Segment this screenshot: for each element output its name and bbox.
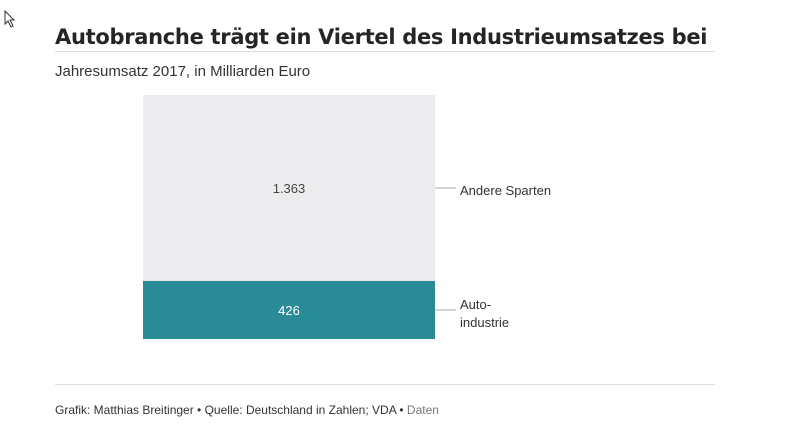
source: Quelle: Deutschland in Zahlen; VDA <box>204 403 397 417</box>
data-label-auto-industrie: 426 <box>278 303 300 318</box>
bar-segment-andere-sparten <box>143 95 435 281</box>
series-label-andere-sparten: Andere Sparten <box>460 183 551 198</box>
separator: • <box>193 403 205 417</box>
chart-title: Autobranche trägt ein Viertel des Indust… <box>55 25 708 49</box>
chart-subtitle: Jahresumsatz 2017, in Milliarden Euro <box>55 63 311 80</box>
mouse-cursor-icon <box>4 10 16 28</box>
footer-divider <box>55 384 715 385</box>
series-label-auto-industrie: industrie <box>460 315 509 330</box>
bar-segment-auto-industrie <box>143 280 435 339</box>
credit: Grafik: Matthias Breitinger <box>55 403 194 417</box>
footer: Grafik: Matthias Breitinger • Quelle: De… <box>55 403 439 417</box>
series-label-auto-industrie: Auto- <box>460 297 491 312</box>
data-link[interactable]: Daten <box>406 403 439 417</box>
separator: • <box>396 403 407 417</box>
title-divider <box>55 51 715 52</box>
data-label-andere-sparten: 1.363 <box>273 181 306 196</box>
